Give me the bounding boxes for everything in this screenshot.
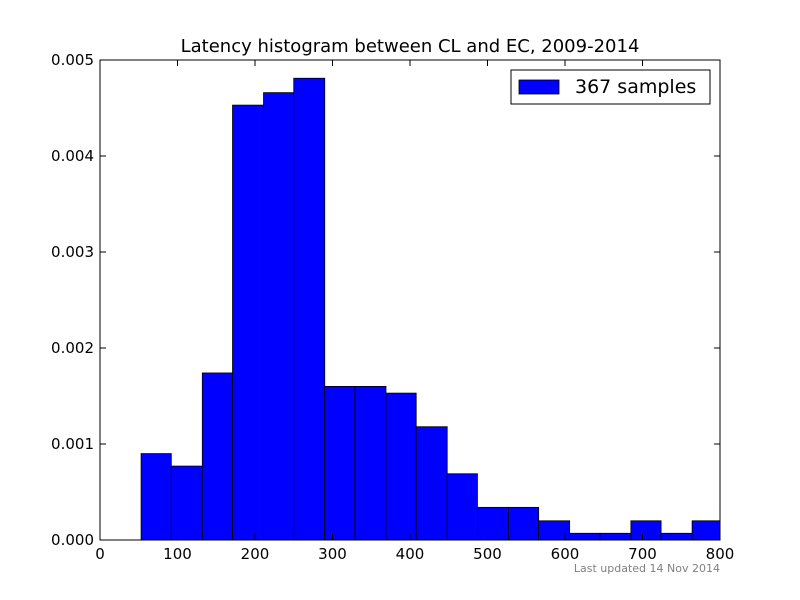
x-tick-label: 800 (706, 545, 735, 563)
histogram-bar (446, 473, 478, 541)
y-tick-label: 0.002 (51, 339, 94, 357)
histogram-bar (293, 77, 326, 541)
legend: 367 samples (510, 69, 711, 105)
x-tick-label: 600 (551, 545, 580, 563)
histogram-bar (599, 532, 632, 541)
histogram-bar (630, 520, 662, 541)
histogram-bar (385, 392, 417, 541)
y-tick-label: 0.003 (51, 243, 94, 261)
histogram-bar (354, 385, 387, 541)
y-tick-label: 0.004 (51, 147, 94, 165)
histogram-bar (508, 506, 540, 541)
x-tick-label: 500 (473, 545, 502, 563)
legend-swatch (518, 79, 560, 95)
histogram-bar (201, 372, 233, 541)
y-tick-label: 0.001 (51, 435, 94, 453)
last-updated-note: Last updated 14 Nov 2014 (573, 562, 720, 575)
x-tick-label: 200 (241, 545, 270, 563)
histogram-bar (140, 453, 172, 541)
histogram-bar (477, 506, 509, 541)
x-tick-label: 300 (318, 545, 347, 563)
histogram-bar (232, 104, 264, 541)
histogram-bar (263, 92, 295, 541)
x-tick-label: 0 (95, 545, 105, 563)
histogram-bar (691, 520, 721, 541)
x-tick-label: 400 (396, 545, 425, 563)
chart-title: Latency histogram between CL and EC, 200… (181, 36, 640, 57)
histogram-bar (170, 465, 203, 541)
histogram-bar (660, 532, 693, 541)
legend-label: 367 samples (575, 76, 696, 98)
y-tick-label: 0.000 (51, 531, 94, 549)
y-tick-label: 0.005 (51, 51, 94, 69)
histogram-bar (415, 426, 448, 541)
x-tick-label: 700 (628, 545, 657, 563)
x-tick-label: 100 (163, 545, 192, 563)
histogram-bar (324, 385, 356, 541)
histogram-bar (569, 532, 601, 541)
bars-group (140, 77, 721, 541)
ticks-group: 0 100 200 300 400 500 600 700 800 0.000 0.001 0.002… (51, 51, 734, 563)
